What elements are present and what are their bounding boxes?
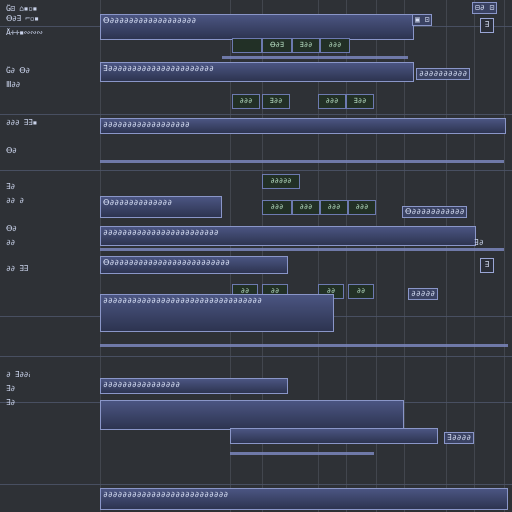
clip-badge[interactable]: ∃∂∂∂∂ bbox=[444, 432, 475, 444]
track-label[interactable]: ∂∂∂ ∃∃▪ bbox=[6, 118, 37, 127]
clip-bar[interactable]: ∃∂∂∂∂∂∂∂∂∂∂∂∂∂∂∂∂∂∂∂∂∂∂ bbox=[100, 62, 414, 82]
clip-cell[interactable]: ∂∂∂ bbox=[348, 200, 376, 215]
track-label[interactable]: ∂ ∃∂∂∂ bbox=[6, 370, 30, 379]
track-status: ∃∂ bbox=[474, 238, 484, 247]
clip-badge[interactable]: ∂∂∂∂∂∂∂∂∂∂ bbox=[416, 68, 471, 80]
clip-title: ∂∂∂∂∂∂∂∂∂∂∂∂∂∂∂∂ bbox=[103, 380, 181, 389]
clip-bar[interactable]: ∂∂∂∂∂∂∂∂∂∂∂∂∂∂∂∂∂∂∂∂∂∂∂∂∂∂∂∂∂∂∂∂∂ bbox=[100, 294, 334, 332]
track-label[interactable]: Ꝋ∂∃ ⌐▫▪ bbox=[6, 14, 39, 23]
clip-cell[interactable]: ∂∂∂ bbox=[320, 38, 350, 53]
clip-bar[interactable]: Ꝋ∂∂∂∂∂∂∂∂∂∂∂∂∂∂∂∂∂∂∂∂∂∂∂∂∂ bbox=[100, 256, 288, 274]
clip-badge[interactable]: ▣ ⊡ bbox=[412, 14, 433, 26]
clip-bar[interactable]: Ꝋ∂∂∂∂∂∂∂∂∂∂∂∂∂∂∂∂∂∂ bbox=[100, 14, 414, 40]
grid-column-line bbox=[404, 0, 405, 512]
automation-lane[interactable] bbox=[100, 160, 504, 163]
track-label[interactable]: Ĝ∂ Ꝋ∂ bbox=[6, 66, 30, 75]
grid-column-line bbox=[504, 0, 505, 512]
clip-title: ∂∂∂∂∂∂∂∂∂∂∂∂∂∂∂∂∂∂∂∂∂∂∂∂∂∂ bbox=[103, 490, 229, 499]
clip-cell[interactable]: Ꝋ∂∃ bbox=[262, 38, 292, 53]
row-separator bbox=[0, 484, 512, 485]
track-label[interactable]: Ⅲ∂∂ bbox=[6, 80, 20, 89]
clip-cell[interactable]: ∃∂∂ bbox=[262, 94, 290, 109]
top-right-button[interactable]: ⊟∂ ⊡ bbox=[472, 2, 498, 14]
clip-badge[interactable]: Ꝋ∂∂∂∂∂∂∂∂∂∂∂ bbox=[402, 206, 468, 218]
clip-bar[interactable] bbox=[100, 400, 404, 430]
grid-column-line bbox=[376, 0, 377, 512]
clip-title: ∂∂∂∂∂∂∂∂∂∂∂∂∂∂∂∂∂∂ bbox=[103, 120, 190, 129]
track-label[interactable]: Å∻∻▪∾∾∾ bbox=[6, 28, 43, 37]
clip-title: Ꝋ∂∂∂∂∂∂∂∂∂∂∂∂∂∂∂∂∂∂ bbox=[103, 16, 197, 25]
clip-cell[interactable]: ∃∂∂ bbox=[292, 38, 320, 53]
clip-title: ∂∂∂∂∂∂∂∂∂∂∂∂∂∂∂∂∂∂∂∂∂∂∂∂ bbox=[103, 228, 219, 237]
clip-title: Ꝋ∂∂∂∂∂∂∂∂∂∂∂∂∂ bbox=[103, 198, 173, 207]
clip-badge[interactable]: ∂∂∂∂∂ bbox=[408, 288, 439, 300]
grid-column-line bbox=[474, 0, 475, 512]
track-label[interactable]: Ĝ⊡ ⌂▪▫▪ bbox=[6, 4, 37, 13]
track-label[interactable]: ∂∂ ∃∃ bbox=[6, 264, 29, 273]
automation-lane[interactable] bbox=[222, 56, 408, 59]
track-label[interactable]: Ꝋ∂ bbox=[6, 146, 17, 155]
clip-cell[interactable]: ∂∂ bbox=[348, 284, 374, 299]
automation-lane[interactable] bbox=[230, 452, 374, 455]
row-separator bbox=[0, 114, 512, 115]
track-label[interactable]: ∂∂ bbox=[6, 238, 15, 247]
grid-column-line bbox=[318, 0, 319, 512]
clip-cell[interactable]: ∂∂∂ bbox=[262, 200, 292, 215]
clip-title: ∃∂∂∂∂∂∂∂∂∂∂∂∂∂∂∂∂∂∂∂∂∂∂ bbox=[103, 64, 214, 73]
track-label[interactable]: ∃∂ bbox=[6, 398, 15, 407]
clip-bar[interactable]: ∂∂∂∂∂∂∂∂∂∂∂∂∂∂∂∂∂∂ bbox=[100, 118, 506, 134]
clip-cell[interactable]: ∃∂∂ bbox=[346, 94, 374, 109]
clip-cell[interactable] bbox=[232, 38, 262, 53]
clip-bar[interactable] bbox=[230, 428, 438, 444]
clip-bar[interactable]: ∂∂∂∂∂∂∂∂∂∂∂∂∂∂∂∂∂∂∂∂∂∂∂∂ bbox=[100, 226, 476, 246]
track-label[interactable]: ∃∂ bbox=[6, 384, 15, 393]
clip-bar[interactable]: Ꝋ∂∂∂∂∂∂∂∂∂∂∂∂∂ bbox=[100, 196, 222, 218]
clip-cell[interactable]: ∂∂∂ bbox=[292, 200, 320, 215]
grid-column-line bbox=[446, 0, 447, 512]
track-label[interactable]: ∃∂ bbox=[6, 182, 15, 191]
resize-handle-icon[interactable]: ∃ bbox=[480, 258, 494, 273]
clip-bar[interactable]: ∂∂∂∂∂∂∂∂∂∂∂∂∂∂∂∂∂∂∂∂∂∂∂∂∂∂ bbox=[100, 488, 508, 510]
automation-lane[interactable] bbox=[100, 248, 504, 251]
clip-cell[interactable]: ∂∂∂ bbox=[232, 94, 260, 109]
automation-lane[interactable] bbox=[100, 344, 508, 347]
clip-cell[interactable]: ∂∂∂∂∂ bbox=[262, 174, 300, 189]
clip-title: Ꝋ∂∂∂∂∂∂∂∂∂∂∂∂∂∂∂∂∂∂∂∂∂∂∂∂∂ bbox=[103, 258, 230, 267]
clip-cell[interactable]: ∂∂∂ bbox=[318, 94, 346, 109]
grid-column-line bbox=[346, 0, 347, 512]
clip-bar[interactable]: ∂∂∂∂∂∂∂∂∂∂∂∂∂∂∂∂ bbox=[100, 378, 288, 394]
row-separator bbox=[0, 356, 512, 357]
track-label[interactable]: ∂∂ ∂ bbox=[6, 196, 24, 205]
clip-title: ∂∂∂∂∂∂∂∂∂∂∂∂∂∂∂∂∂∂∂∂∂∂∂∂∂∂∂∂∂∂∂∂∂ bbox=[103, 296, 262, 305]
resize-handle-icon[interactable]: ∃ bbox=[480, 18, 494, 33]
row-separator bbox=[0, 170, 512, 171]
track-label[interactable]: Ꝋ∂ bbox=[6, 224, 17, 233]
clip-cell[interactable]: ∂∂∂ bbox=[320, 200, 348, 215]
